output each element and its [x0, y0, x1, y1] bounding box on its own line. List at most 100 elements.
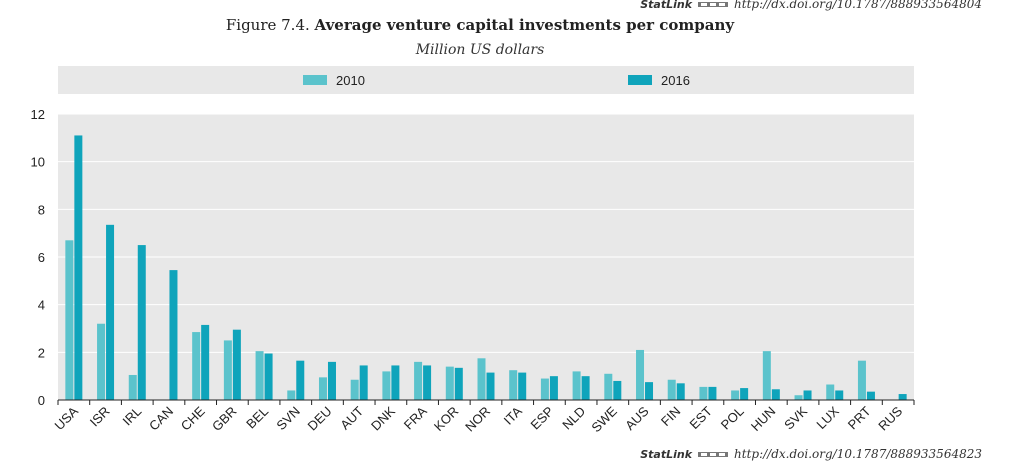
- figure-number: Figure 7.4.: [225, 16, 310, 34]
- bar-2010-NLD: [572, 371, 581, 400]
- bar-2016-LUX: [835, 390, 844, 400]
- bar-2010-FRA: [414, 361, 423, 400]
- bar-2010-EST: [699, 386, 708, 400]
- x-tick-label: BEL: [243, 404, 271, 432]
- statlink-top[interactable]: StatLink http://dx.doi.org/10.1787/88893…: [640, 0, 982, 11]
- bar-2016-USA: [74, 135, 83, 400]
- bar-2016-POL: [740, 388, 749, 400]
- legend-swatch-2010: [303, 75, 327, 85]
- x-tick-label: RUS: [875, 403, 905, 433]
- y-tick-label: 12: [31, 107, 45, 122]
- x-tick-label: ESP: [528, 404, 557, 433]
- x-tick-label: PRT: [845, 403, 874, 432]
- x-tick-label: SVK: [781, 403, 810, 432]
- bar-2010-IRL: [128, 374, 137, 400]
- x-tick-label: SVN: [273, 404, 303, 434]
- statlink-logo-icon: [698, 1, 729, 7]
- bar-2010-BEL: [255, 351, 264, 400]
- x-tick-label: DNK: [368, 403, 398, 433]
- bar-2016-ITA: [518, 372, 527, 400]
- bar-2010-PRT: [857, 360, 866, 400]
- y-tick-label: 0: [38, 393, 45, 408]
- bar-2010-USA: [65, 240, 74, 400]
- statlink-brand: StatLink: [640, 447, 693, 461]
- bar-2016-SVK: [803, 390, 812, 400]
- statlink-logo-icon: [698, 451, 729, 457]
- bar-2016-AUT: [359, 365, 368, 400]
- bar-2010-DNK: [382, 371, 391, 400]
- bar-2010-LUX: [826, 384, 835, 400]
- y-tick-label: 2: [38, 345, 45, 360]
- y-tick-label: 4: [38, 298, 45, 313]
- bar-2010-HUN: [762, 351, 771, 400]
- x-tick-label: AUS: [622, 403, 652, 433]
- y-tick-label: 10: [31, 155, 45, 170]
- x-tick-label: AUT: [337, 403, 366, 432]
- bar-2016-EST: [708, 386, 717, 400]
- x-tick-label: POL: [718, 404, 747, 433]
- x-tick-label: CHE: [178, 403, 208, 433]
- bar-2016-CHE: [201, 324, 210, 400]
- figure-title: Figure 7.4. Average venture capital inve…: [0, 16, 960, 34]
- bar-2010-SVN: [287, 390, 296, 400]
- x-tick-label: NLD: [559, 404, 588, 433]
- bar-2010-AUT: [350, 379, 359, 400]
- bar-2016-RUS: [898, 394, 907, 400]
- statlink-url[interactable]: http://dx.doi.org/10.1787/888933564823: [734, 447, 982, 461]
- bar-2016-CAN: [169, 270, 178, 400]
- bar-2016-PRT: [866, 391, 875, 400]
- x-tick-label: KOR: [431, 404, 462, 435]
- y-tick-label: 6: [38, 250, 45, 265]
- chart-title: Average venture capital investments per …: [314, 16, 735, 34]
- statlink-bottom[interactable]: StatLink http://dx.doi.org/10.1787/88893…: [640, 447, 982, 461]
- bar-2016-HUN: [771, 389, 780, 400]
- legend-label-2010: 2010: [336, 73, 365, 88]
- x-tick-label: FRA: [401, 403, 430, 432]
- x-tick-label: ITA: [501, 403, 525, 427]
- bar-2016-FIN: [676, 383, 685, 400]
- bar-2016-BEL: [264, 353, 273, 400]
- x-tick-label: USA: [51, 403, 81, 433]
- x-tick-label: ISR: [87, 404, 113, 430]
- bar-2010-CHE: [192, 332, 201, 400]
- bar-2010-GBR: [223, 340, 232, 400]
- bar-2016-SVN: [296, 360, 305, 400]
- bar-2016-AUS: [645, 382, 654, 400]
- bar-2016-IRL: [137, 245, 146, 400]
- x-tick-label: FIN: [658, 404, 683, 429]
- x-tick-label: CAN: [146, 404, 176, 434]
- x-tick-label: SWE: [588, 403, 620, 435]
- bar-2010-KOR: [445, 366, 454, 400]
- y-tick-label: 8: [38, 202, 45, 217]
- bar-2016-GBR: [232, 329, 241, 400]
- bar-2010-AUS: [636, 349, 645, 400]
- legend-swatch-2016: [628, 75, 652, 85]
- statlink-url[interactable]: http://dx.doi.org/10.1787/888933564804: [734, 0, 982, 11]
- x-tick-label: HUN: [748, 404, 779, 435]
- x-tick-label: GBR: [209, 404, 240, 435]
- chart-subtitle: Million US dollars: [415, 42, 545, 58]
- legend-label-2016: 2016: [661, 73, 690, 88]
- bar-2010-POL: [731, 390, 740, 400]
- bar-2010-DEU: [318, 377, 327, 400]
- statlink-brand: StatLink: [640, 0, 693, 11]
- bar-2016-NOR: [486, 372, 495, 400]
- bar-2016-KOR: [454, 367, 463, 400]
- x-tick-label: IRL: [119, 404, 144, 429]
- bar-2010-SWE: [604, 373, 613, 400]
- x-tick-label: EST: [687, 403, 716, 432]
- bar-2016-ISR: [106, 224, 115, 400]
- bar-2016-ESP: [549, 376, 558, 400]
- x-tick-label: NOR: [462, 404, 493, 435]
- bar-2010-SVK: [794, 395, 803, 400]
- bar-2010-ISR: [97, 323, 106, 400]
- bar-2010-ESP: [540, 378, 549, 400]
- bar-2016-FRA: [423, 365, 432, 400]
- x-tick-label: LUX: [813, 403, 842, 432]
- x-tick-label: DEU: [305, 404, 335, 434]
- bar-2010-NOR: [477, 358, 486, 400]
- bar-2016-SWE: [613, 380, 622, 400]
- bar-2016-DNK: [391, 365, 400, 400]
- bar-2010-FIN: [667, 379, 676, 400]
